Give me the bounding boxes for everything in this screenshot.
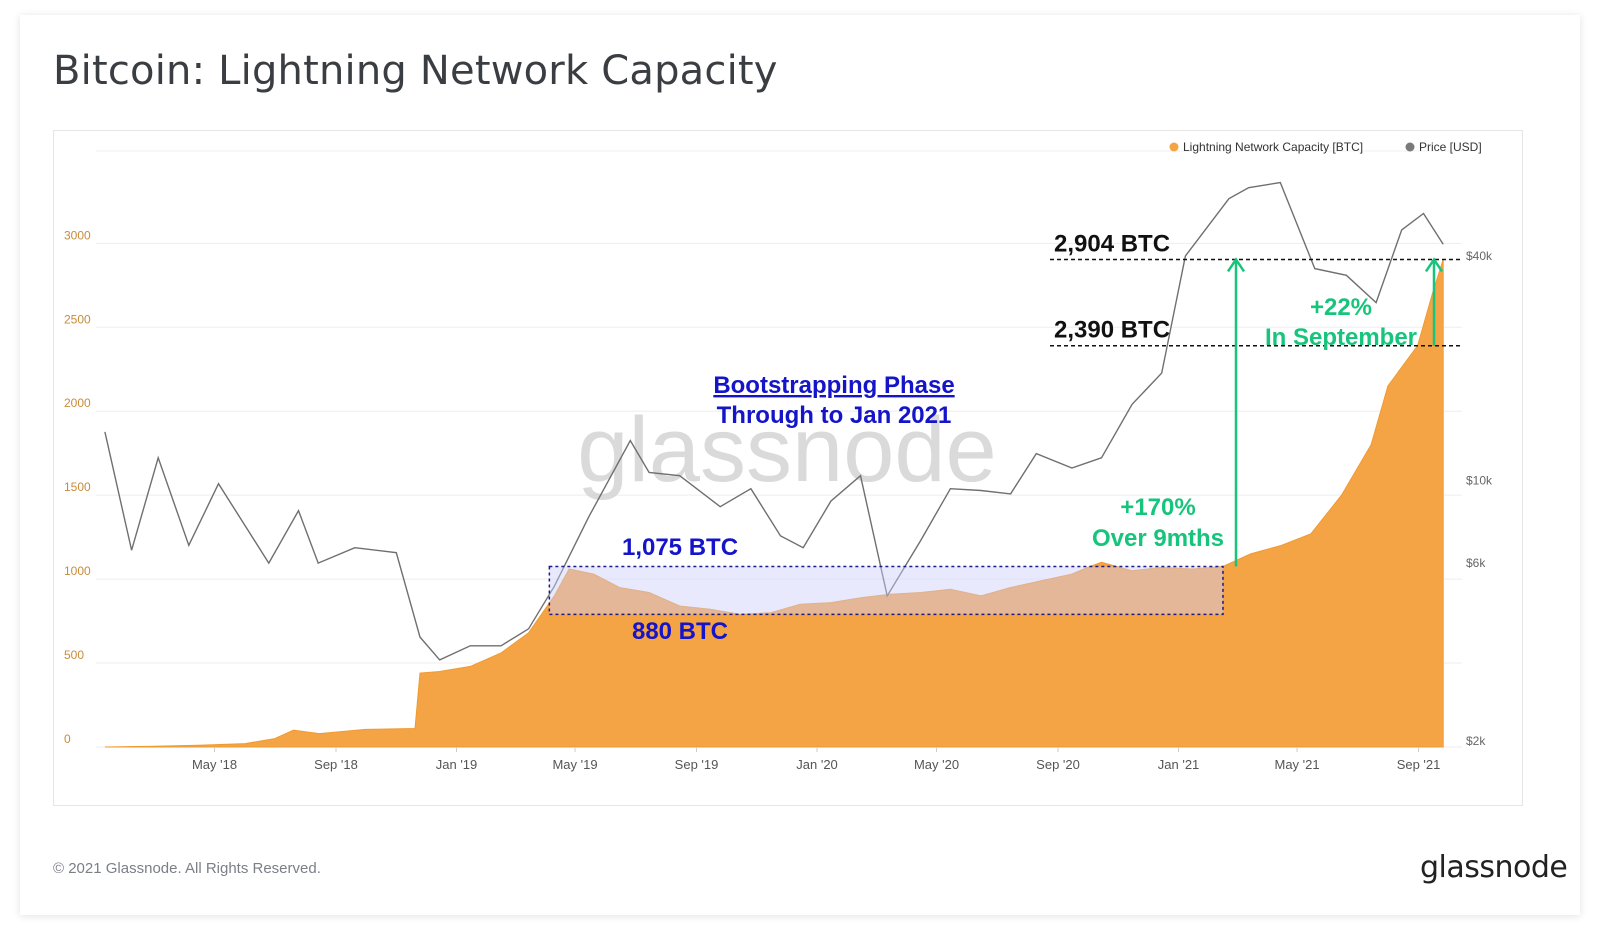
bootstrap-subtitle: Through to Jan 2021 xyxy=(717,402,952,429)
growth-9m-pct: +170% xyxy=(1120,494,1195,521)
bootstrap-range-box xyxy=(548,565,1224,616)
annotations: Bootstrapping Phase Through to Jan 2021 1,… xyxy=(548,230,1462,645)
legend-label: Lightning Network Capacity [BTC] xyxy=(1183,140,1363,154)
y-left-tick-label: 500 xyxy=(64,648,84,662)
bootstrap-title: Bootstrapping Phase xyxy=(713,372,954,399)
y-right-tick-label: $2k xyxy=(1466,734,1486,748)
growth-sep-arrow-head xyxy=(1424,257,1444,273)
chart-svg: glassnode 0 500 1000 1500 2000 2500 3000 $2k $6k… xyxy=(64,140,1493,772)
x-tick-label: Sep '20 xyxy=(1036,757,1080,772)
y-right-tick-label: $10k xyxy=(1466,473,1493,487)
legend-swatch xyxy=(1169,142,1179,152)
y-left-tick-label: 0 xyxy=(64,732,71,746)
page-title: Bitcoin: Lightning Network Capacity xyxy=(53,48,778,94)
x-tick-label: Sep '21 xyxy=(1397,757,1441,772)
y-left-tick-label: 1000 xyxy=(64,564,91,578)
y-right-tick-label: $6k xyxy=(1466,556,1486,570)
x-tick-label: Jan '20 xyxy=(796,757,838,772)
growth-sep-pct: +22% xyxy=(1310,294,1372,321)
chart-panel: glassnode 0 500 1000 1500 2000 2500 3000 $2k $6k… xyxy=(53,130,1523,806)
watermark-text: glassnode xyxy=(577,399,996,501)
copyright-footer: © 2021 Glassnode. All Rights Reserved. xyxy=(53,860,321,877)
axis-labels: 0 500 1000 1500 2000 2500 3000 $2k $6k $10k $40k Ma… xyxy=(64,228,1493,772)
growth-sep-desc: In September xyxy=(1265,324,1417,351)
legend: Lightning Network Capacity [BTC] Price [U… xyxy=(1169,140,1482,154)
growth-9m-arrow-head xyxy=(1226,257,1246,273)
x-tick-label: Sep '18 xyxy=(314,757,358,772)
growth-9m-desc: Over 9mths xyxy=(1092,525,1224,552)
x-tick-label: Jan '19 xyxy=(436,757,478,772)
box-low-label: 880 BTC xyxy=(632,618,728,645)
x-tick-label: May '20 xyxy=(914,757,959,772)
y-left-tick-label: 3000 xyxy=(64,228,91,242)
y-right-tick-label: $40k xyxy=(1466,249,1493,263)
legend-label: Price [USD] xyxy=(1419,140,1482,154)
x-tick-label: May '19 xyxy=(552,757,597,772)
capacity-area xyxy=(104,259,1444,748)
x-tick-label: Sep '19 xyxy=(675,757,719,772)
y-left-tick-label: 1500 xyxy=(64,480,91,494)
y-left-tick-label: 2500 xyxy=(64,312,91,326)
price-line xyxy=(104,181,1444,661)
chart-marks xyxy=(104,181,1444,748)
box-high-label: 1,075 BTC xyxy=(622,534,738,561)
brand-logo: glassnode xyxy=(1420,850,1568,885)
level-2904-label: 2,904 BTC xyxy=(1054,230,1170,257)
legend-swatch xyxy=(1405,142,1415,152)
y-left-tick-label: 2000 xyxy=(64,396,91,410)
x-tick-label: May '18 xyxy=(192,757,237,772)
x-tick-label: May '21 xyxy=(1274,757,1319,772)
x-tick-label: Jan '21 xyxy=(1158,757,1200,772)
level-2390-label: 2,390 BTC xyxy=(1054,317,1170,344)
